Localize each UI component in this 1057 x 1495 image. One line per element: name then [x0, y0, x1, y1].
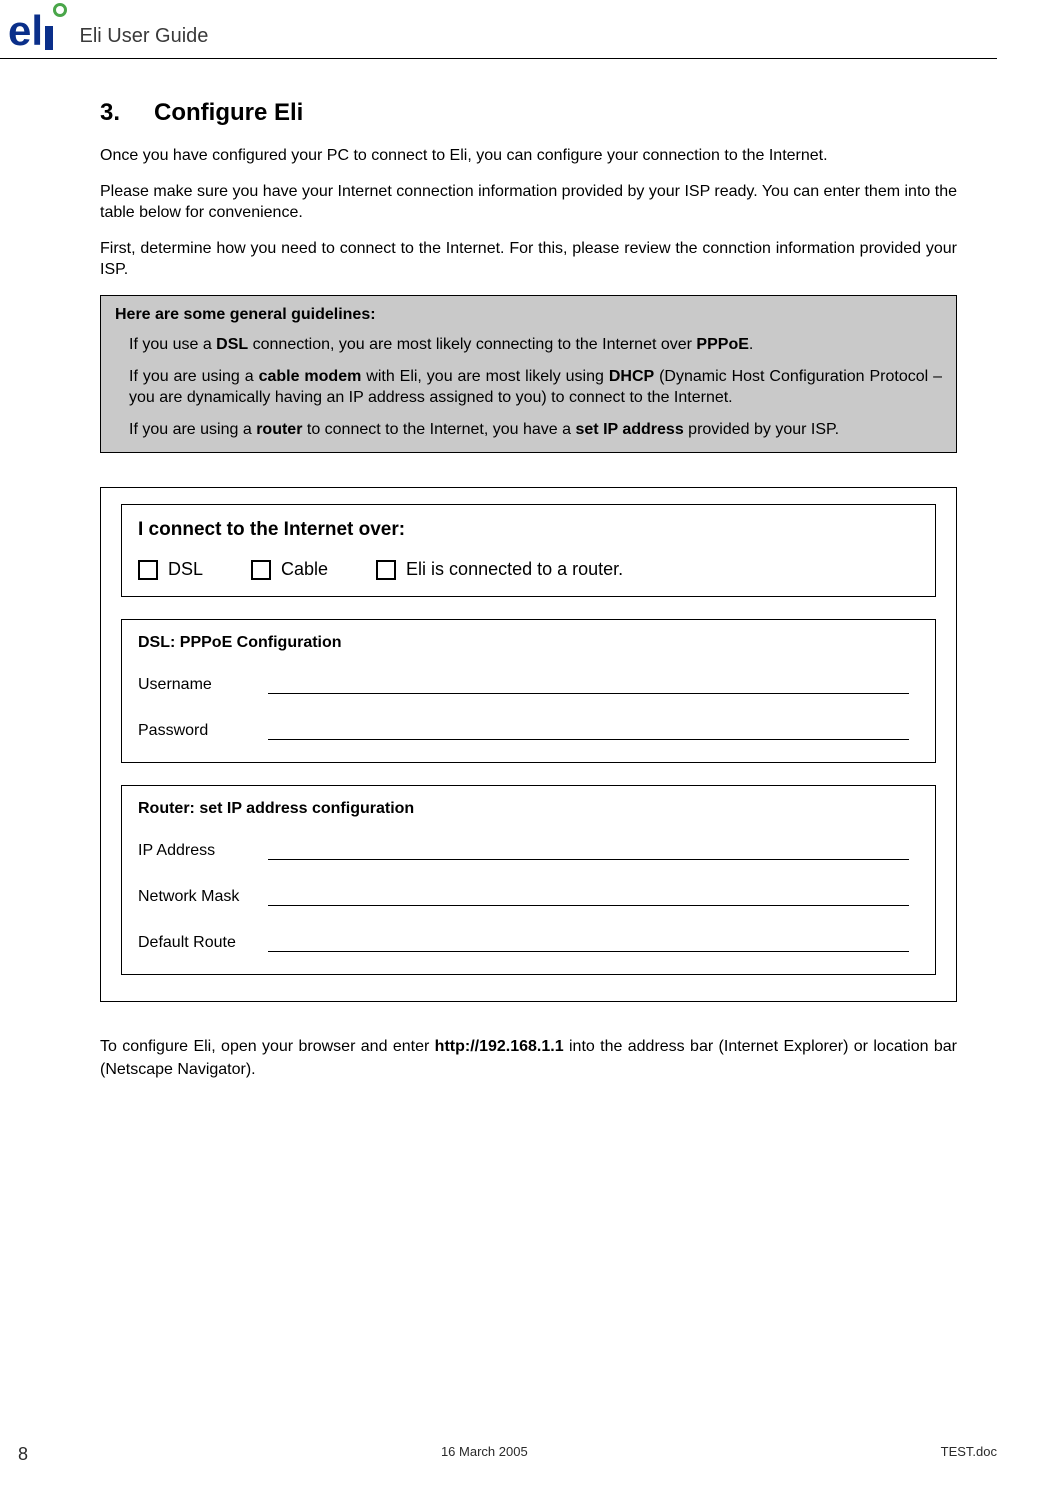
footer-date: 16 March 2005 — [441, 1444, 528, 1465]
input-line[interactable] — [268, 859, 909, 860]
logo: el — [8, 10, 79, 52]
section-title: Configure Eli — [154, 99, 303, 127]
paragraph: First, determine how you need to connect… — [100, 238, 957, 281]
checkbox-dsl[interactable]: DSL — [138, 559, 203, 580]
section-heading: 3. Configure Eli — [100, 99, 957, 127]
checkbox-cable[interactable]: Cable — [251, 559, 328, 580]
router-config-box: Router: set IP address configuration IP … — [121, 785, 936, 975]
page-header: el Eli User Guide — [0, 0, 997, 59]
paragraph: Once you have configured your PC to conn… — [100, 145, 957, 167]
input-line[interactable] — [268, 693, 909, 694]
header-title: Eli User Guide — [79, 25, 208, 52]
form-container: I connect to the Internet over: DSL Cabl… — [100, 487, 957, 1002]
field-username: Username — [138, 676, 919, 694]
guidelines-title: Here are some general guidelines: — [115, 306, 942, 324]
checkbox-icon — [138, 560, 158, 580]
router-title: Router: set IP address configuration — [138, 800, 919, 818]
page-number: 8 — [18, 1444, 28, 1465]
paragraph: Please make sure you have your Internet … — [100, 181, 957, 224]
dsl-title: DSL: PPPoE Configuration — [138, 634, 919, 652]
checkbox-label: Cable — [281, 559, 328, 580]
guidelines-box: Here are some general guidelines: If you… — [100, 295, 957, 453]
guideline-item: If you use a DSL connection, you are mos… — [115, 334, 942, 356]
checkbox-icon — [251, 560, 271, 580]
field-label: Network Mask — [138, 888, 268, 906]
field-password: Password — [138, 722, 919, 740]
section-number: 3. — [100, 99, 154, 127]
input-line[interactable] — [268, 739, 909, 740]
field-network-mask: Network Mask — [138, 888, 919, 906]
checkbox-label: DSL — [168, 559, 203, 580]
checkbox-icon — [376, 560, 396, 580]
input-line[interactable] — [268, 951, 909, 952]
dsl-config-box: DSL: PPPoE Configuration Username Passwo… — [121, 619, 936, 763]
logo-icon: el — [8, 10, 53, 52]
field-label: Default Route — [138, 934, 268, 952]
field-ip-address: IP Address — [138, 842, 919, 860]
connect-title: I connect to the Internet over: — [138, 519, 919, 541]
input-line[interactable] — [268, 905, 909, 906]
guideline-item: If you are using a cable modem with Eli,… — [115, 366, 942, 409]
checkbox-label: Eli is connected to a router. — [406, 559, 623, 580]
field-label: IP Address — [138, 842, 268, 860]
paragraph: To configure Eli, open your browser and … — [100, 1036, 957, 1081]
page-footer: 8 16 March 2005 TEST.doc — [0, 1444, 1057, 1465]
footer-filename: TEST.doc — [941, 1444, 997, 1465]
connect-method-box: I connect to the Internet over: DSL Cabl… — [121, 504, 936, 597]
checkbox-router[interactable]: Eli is connected to a router. — [376, 559, 623, 580]
field-label: Username — [138, 676, 268, 694]
guideline-item: If you are using a router to connect to … — [115, 419, 942, 441]
field-default-route: Default Route — [138, 934, 919, 952]
field-label: Password — [138, 722, 268, 740]
